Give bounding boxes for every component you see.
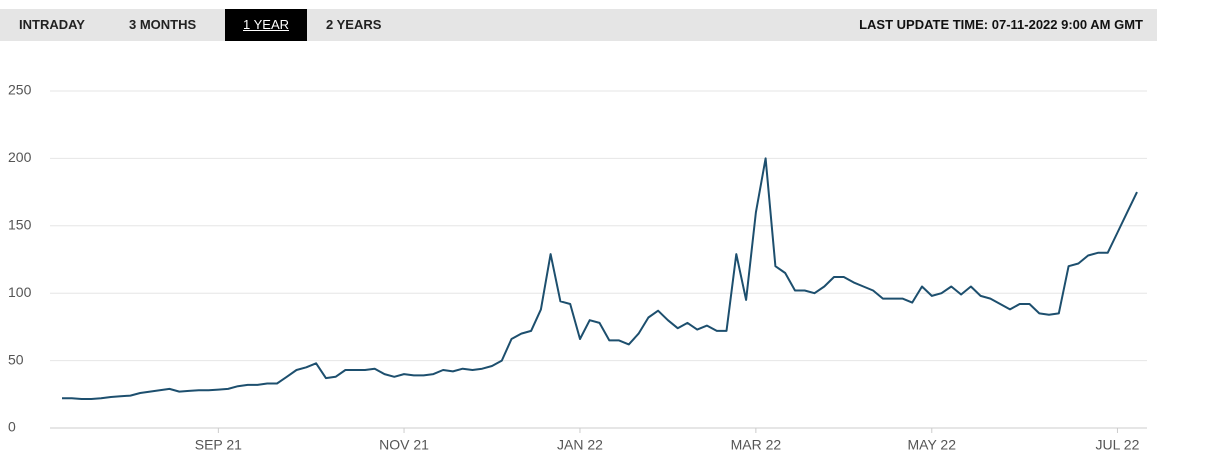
y-tick-label: 50 [8, 351, 24, 367]
tab[interactable]: 1 YEAR [225, 9, 308, 41]
price-line [62, 157, 1138, 400]
y-tick-label: 0 [8, 419, 16, 435]
x-tick-label: JUL 22 [1096, 437, 1140, 453]
x-tick-label: NOV 21 [379, 437, 429, 453]
last-update: LAST UPDATE TIME: 07-11-2022 9:00 AM GMT [859, 17, 1143, 32]
y-tick-label: 100 [8, 284, 32, 300]
tab-bar: LAST UPDATE TIME: 07-11-2022 9:00 AM GMT… [0, 9, 1157, 41]
y-tick-label: 200 [8, 149, 32, 165]
x-tick-label: JAN 22 [557, 437, 603, 453]
tab[interactable]: INTRADAY [19, 17, 85, 32]
x-tick-label: MAR 22 [731, 437, 782, 453]
x-tick-label: SEP 21 [195, 437, 242, 453]
tab[interactable]: 2 YEARS [326, 17, 382, 32]
y-tick-label: 150 [8, 217, 32, 233]
x-tick-label: MAY 22 [908, 437, 957, 453]
tab[interactable]: 3 MONTHS [129, 17, 197, 32]
y-tick-label: 250 [8, 82, 32, 98]
